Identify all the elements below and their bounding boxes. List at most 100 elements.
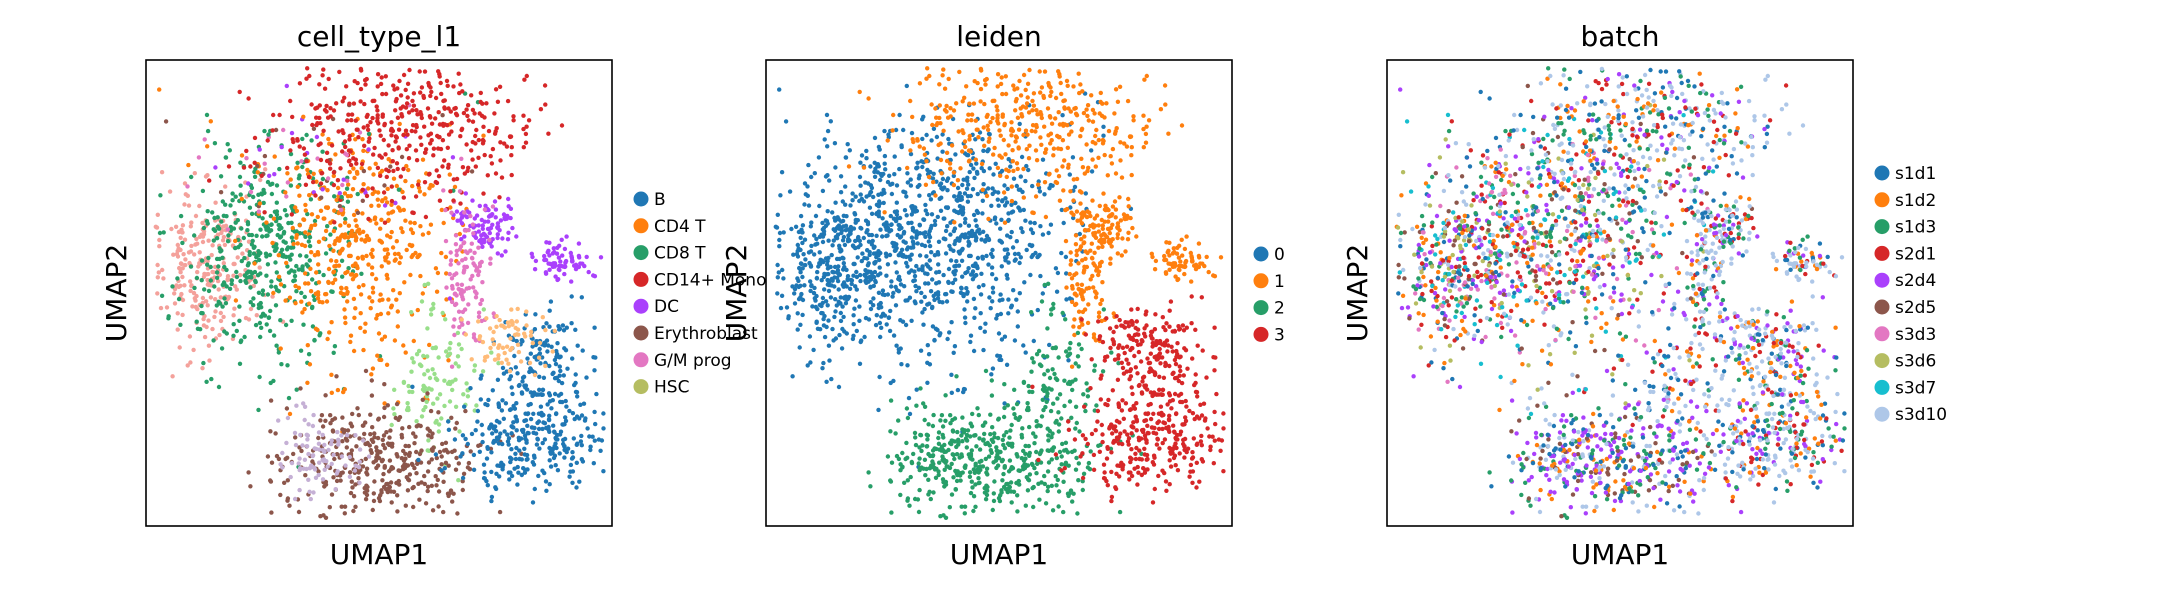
scatter-point: [315, 156, 320, 161]
scatter-point: [472, 250, 477, 255]
scatter-point: [384, 174, 389, 180]
scatter-point: [353, 306, 358, 311]
scatter-point: [830, 269, 835, 275]
scatter-point: [798, 270, 803, 275]
scatter-point: [983, 321, 988, 326]
scatter-point: [410, 243, 415, 248]
scatter-point: [386, 297, 391, 302]
scatter-point: [850, 191, 855, 196]
scatter-point: [973, 306, 978, 311]
scatter-point: [531, 453, 537, 458]
scatter-point: [576, 241, 582, 246]
scatter-point: [197, 250, 202, 255]
scatter-point: [431, 153, 436, 158]
scatter-point: [401, 458, 407, 463]
scatter-point: [970, 263, 976, 268]
scatter-point: [287, 295, 293, 300]
scatter-point: [394, 96, 399, 102]
scatter-point: [574, 460, 579, 465]
scatter-point: [271, 333, 277, 338]
scatter-point: [839, 346, 845, 351]
scatter-point: [462, 240, 467, 245]
scatter-point: [527, 369, 532, 375]
scatter-point: [960, 212, 965, 217]
scatter-point: [459, 126, 465, 131]
scatter-point: [795, 254, 801, 259]
scatter-point: [808, 360, 813, 365]
scatter-point: [898, 282, 904, 287]
scatter-point: [426, 172, 432, 177]
scatter-point: [485, 483, 490, 488]
scatter-point: [476, 443, 481, 448]
scatter-point: [927, 301, 932, 306]
scatter-point: [530, 254, 535, 260]
scatter-point: [1014, 161, 1020, 166]
scatter-point: [445, 83, 450, 89]
scatter-point: [216, 226, 222, 231]
scatter-point: [830, 243, 835, 248]
scatter-point: [352, 175, 357, 181]
scatter-point: [266, 315, 272, 320]
scatter-point: [1141, 126, 1146, 132]
scatter-point: [238, 183, 243, 188]
scatter-point: [157, 230, 163, 236]
scatter-point: [436, 410, 441, 415]
legend-marker: [633, 218, 649, 234]
scatter-point: [287, 503, 292, 508]
scatter-point: [809, 243, 814, 249]
scatter-point: [305, 211, 310, 217]
scatter-point: [800, 240, 805, 246]
scatter-point: [262, 153, 268, 159]
scatter-point: [915, 241, 920, 246]
scatter-point: [459, 317, 464, 322]
scatter-point: [219, 346, 225, 351]
scatter-point: [1100, 226, 1106, 231]
scatter-point: [1053, 179, 1059, 185]
scatter-point: [343, 320, 348, 326]
scatter-point: [914, 208, 920, 214]
scatter-point: [532, 327, 538, 332]
scatter-point: [383, 74, 388, 79]
scatter-point: [601, 411, 606, 416]
scatter-point: [361, 347, 366, 353]
scatter-point: [160, 267, 165, 273]
scatter-point: [241, 235, 246, 241]
scatter-point: [231, 313, 236, 318]
scatter-point: [972, 315, 977, 320]
scatter-point: [820, 239, 826, 245]
scatter-point: [157, 87, 162, 92]
scatter-point: [492, 131, 498, 136]
scatter-point: [861, 165, 867, 170]
scatter-point: [206, 271, 211, 277]
scatter-point: [351, 494, 357, 499]
scatter-point: [475, 419, 480, 424]
scatter-point: [298, 386, 303, 391]
scatter-point: [237, 361, 243, 366]
scatter-point: [1152, 267, 1158, 272]
scatter-point: [256, 253, 261, 258]
scatter-point: [489, 498, 494, 504]
scatter-point: [547, 393, 553, 398]
scatter-point: [916, 285, 922, 290]
scatter-point: [817, 250, 822, 255]
scatter-point: [423, 214, 429, 220]
scatter-point: [919, 159, 924, 164]
scatter-point: [528, 416, 534, 422]
scatter-point: [205, 173, 210, 178]
scatter-point: [540, 426, 545, 432]
scatter-point: [493, 438, 498, 444]
scatter-point: [370, 247, 375, 253]
scatter-point: [375, 197, 380, 202]
scatter-point: [1084, 107, 1089, 112]
scatter-point: [922, 306, 927, 312]
scatter-point: [940, 300, 945, 305]
scatter-point: [945, 176, 951, 181]
scatter-point: [924, 132, 929, 138]
scatter-point: [961, 177, 966, 182]
scatter-point: [1070, 155, 1076, 160]
scatter-point: [186, 162, 191, 168]
scatter-point: [353, 234, 358, 239]
scatter-point: [376, 331, 382, 336]
scatter-point: [310, 277, 315, 282]
scatter-point: [1078, 82, 1083, 87]
